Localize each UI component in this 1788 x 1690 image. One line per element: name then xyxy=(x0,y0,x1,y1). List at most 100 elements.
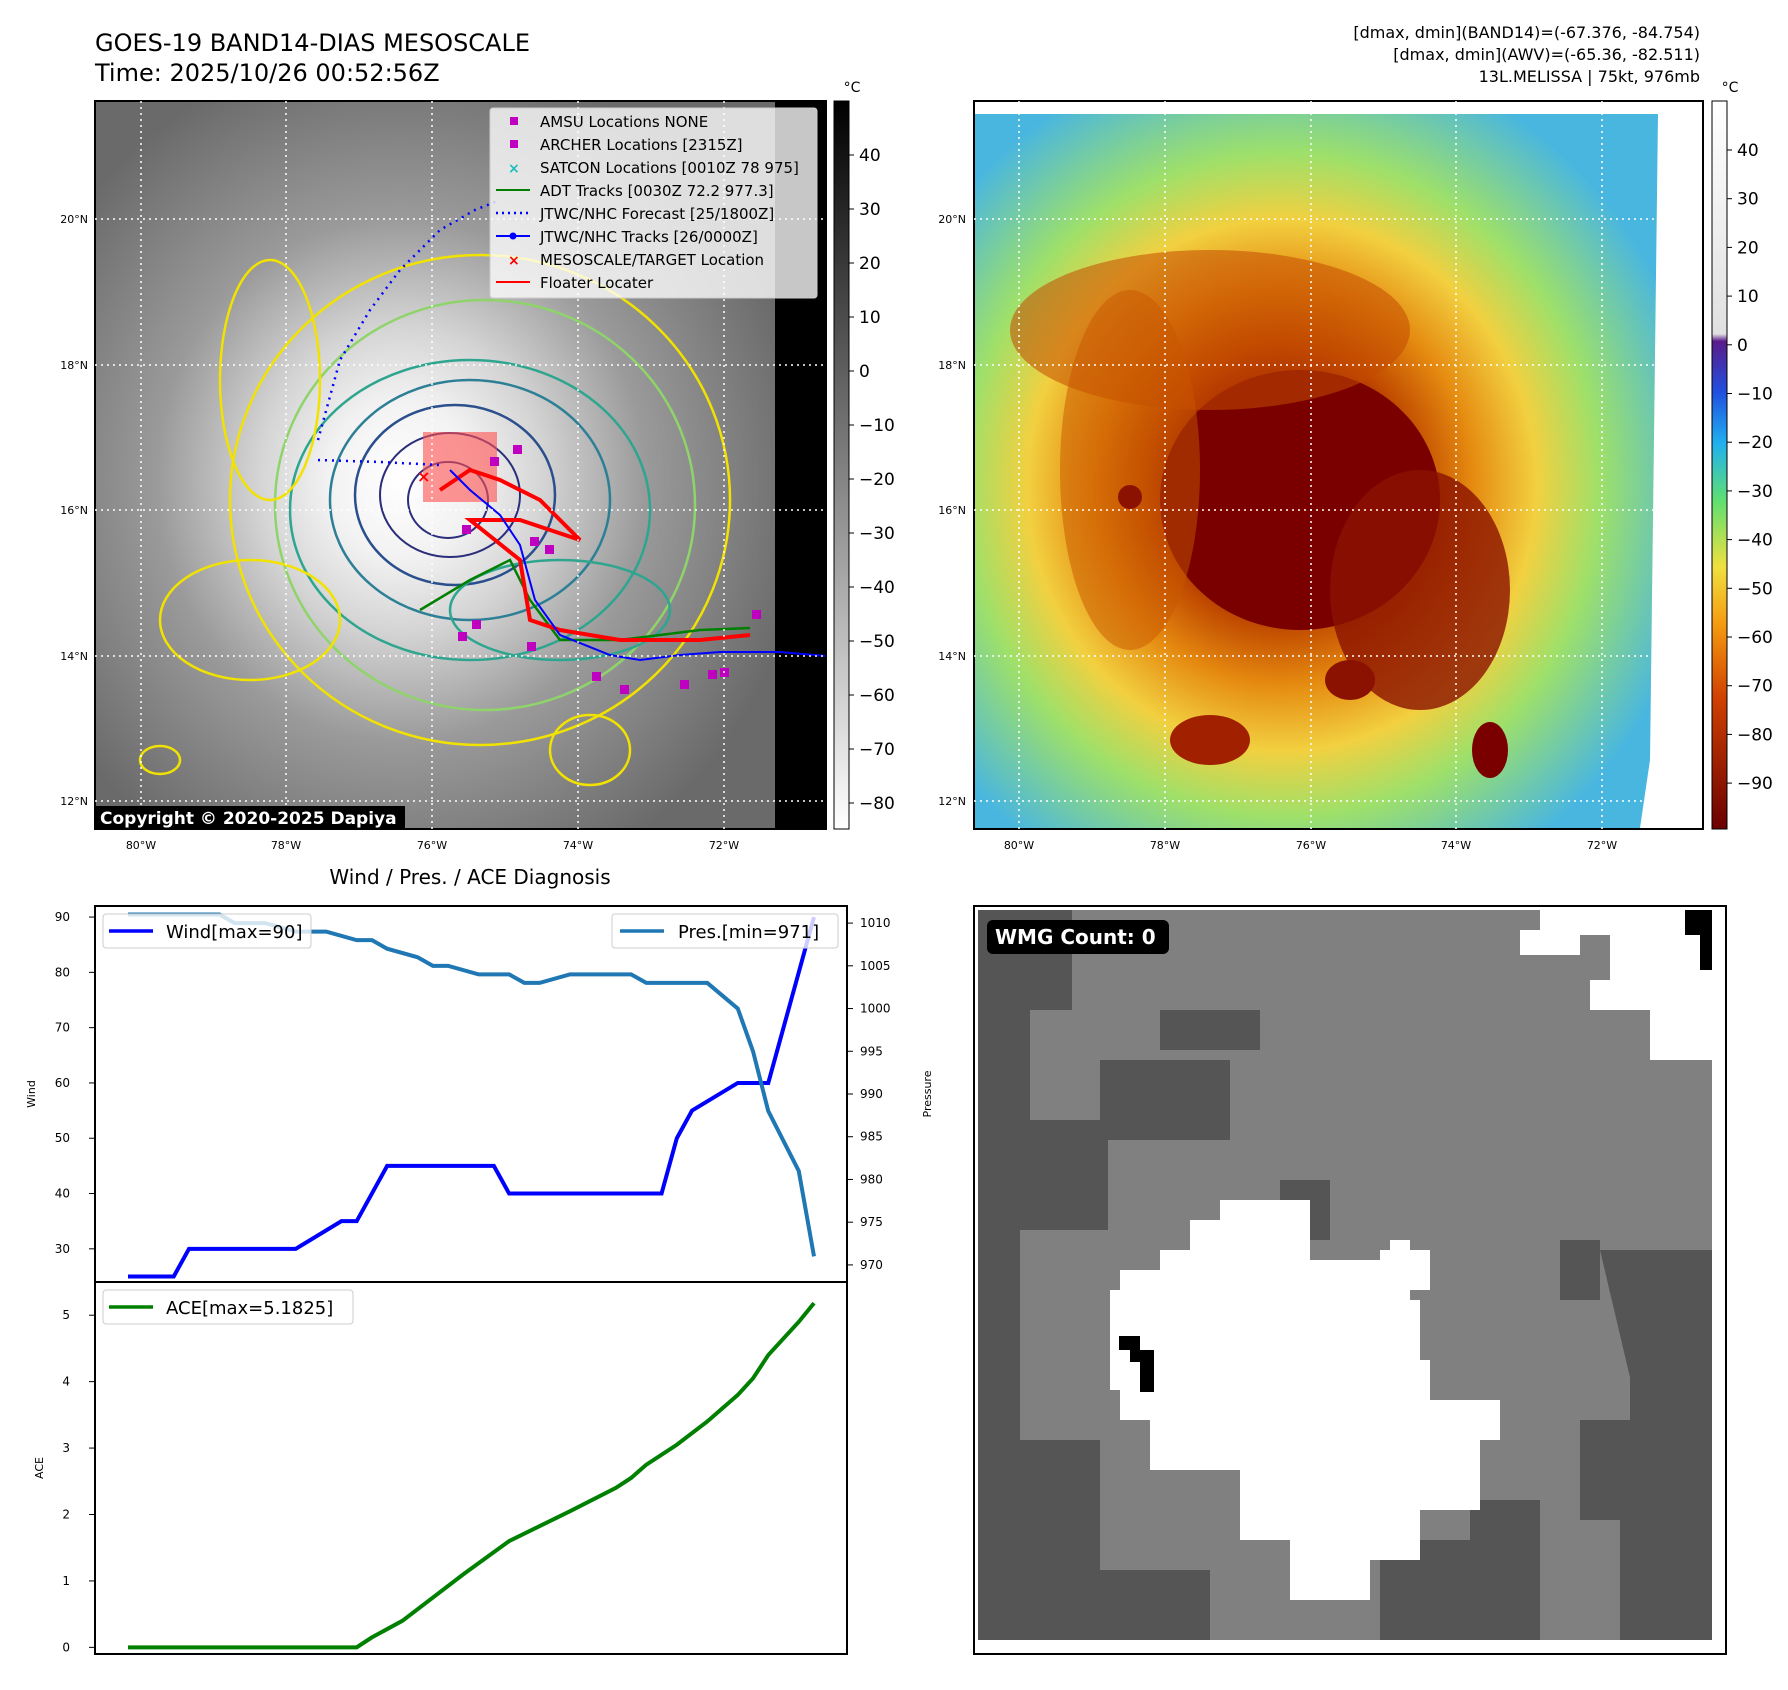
colorbar-gray-label-8: −40 xyxy=(859,578,895,598)
colorbar-color-label-0: 40 xyxy=(1737,141,1759,161)
main-title: GOES-19 BAND14-DIAS MESOSCALE xyxy=(95,29,530,57)
wmg-count: WMG Count: 0 xyxy=(995,925,1156,949)
colorbar-gray: °C 40 30 20 10 0 −10 −20 −30 −40 −50 −60 −70 −80 xyxy=(833,80,895,830)
wind-pressure-chart: Wind / Pres. / ACE Diagnosis 30 40 50 60 70 8… xyxy=(25,865,934,1283)
ace-axis-label: ACE xyxy=(33,1457,46,1479)
legend-archer: ARCHER Locations [2315Z] xyxy=(540,136,743,154)
legend-mesoscale: MESOSCALE/TARGET Location xyxy=(540,251,764,269)
windPlot-ytick-label-0: 30 xyxy=(55,1242,70,1256)
acePlot-ytick-label-0: 0 xyxy=(62,1640,70,1654)
colorbar-color-label-5: −10 xyxy=(1737,385,1773,405)
wind-legend: Wind[max=90] xyxy=(102,913,312,949)
storm-info: 13L.MELISSA | 75kt, 976mb xyxy=(1479,67,1700,86)
lat-label-20: 20°N xyxy=(60,213,88,226)
colorbar-gray-label-12: −80 xyxy=(859,794,895,814)
svg-text:×: × xyxy=(508,161,520,177)
colorbar-gray-unit: °C xyxy=(844,80,861,96)
lat-label-r-16: 16°N xyxy=(938,504,966,517)
pressure-axis-label: Pressure xyxy=(921,1070,934,1117)
windPlot-ytick-label-1: 40 xyxy=(55,1187,70,1201)
lon-label-74: 74°W xyxy=(563,839,593,852)
lon-label-r-72: 72°W xyxy=(1587,839,1617,852)
chart-title: Wind / Pres. / ACE Diagnosis xyxy=(329,865,610,889)
forecast-track xyxy=(316,198,501,441)
floater-locater xyxy=(438,467,751,642)
colorbar-color-unit: °C xyxy=(1722,80,1739,96)
lat-label-r-18: 18°N xyxy=(938,359,966,372)
windPlot-rtick-label-1: 975 xyxy=(860,1215,883,1229)
dmax-awv: [dmax, dmin](AWV)=(-65.36, -82.511) xyxy=(1393,45,1700,64)
gridlines-right xyxy=(974,101,1703,829)
lon-label-78: 78°W xyxy=(271,839,301,852)
colorbar-color-label-4: 0 xyxy=(1737,336,1748,356)
lat-label-r-20: 20°N xyxy=(938,213,966,226)
colorbar-gray-label-5: −10 xyxy=(859,416,895,436)
legend-forecast: JTWC/NHC Forecast [25/1800Z] xyxy=(539,205,774,223)
windPlot-rtick-label-3: 985 xyxy=(860,1130,883,1144)
windPlot-rtick-label-0: 970 xyxy=(860,1258,883,1272)
windPlot-ytick-label-6: 90 xyxy=(55,910,70,924)
dmax-band14: [dmax, dmin](BAND14)=(-67.376, -84.754) xyxy=(1353,23,1700,42)
colorbar-color-label-7: −30 xyxy=(1737,482,1773,502)
colorbar-gray-label-3: 10 xyxy=(859,308,881,328)
ace-legend: ACE[max=5.1825] xyxy=(102,1289,354,1325)
colorbar-gray-label-7: −30 xyxy=(859,524,895,544)
colorbar-color-label-1: 30 xyxy=(1737,190,1759,210)
lon-label-r-74: 74°W xyxy=(1441,839,1471,852)
windPlot-rtick-label-8: 1010 xyxy=(860,916,891,930)
colorbar-gray-label-10: −60 xyxy=(859,686,895,706)
colorbar-color-label-10: −60 xyxy=(1737,628,1773,648)
windPlot-rtick-label-6: 1000 xyxy=(860,1002,891,1016)
lat-label-14: 14°N xyxy=(60,650,88,663)
acePlot-ytick-label-1: 1 xyxy=(62,1574,70,1588)
colorbar-color-label-11: −70 xyxy=(1737,677,1773,697)
acePlot-ytick-label-3: 3 xyxy=(62,1441,70,1455)
colorbar-color-label-3: 10 xyxy=(1737,287,1759,307)
acePlot-ytick-label-2: 2 xyxy=(62,1508,70,1522)
wind-axis-label: Wind xyxy=(25,1080,38,1108)
mesoscale-target-box xyxy=(423,432,497,502)
windPlot-rtick-label-4: 990 xyxy=(860,1087,883,1101)
lon-label-76: 76°W xyxy=(417,839,447,852)
colorbar-color-label-2: 20 xyxy=(1737,238,1759,258)
windPlot-ytick-label-2: 50 xyxy=(55,1131,70,1145)
lon-label-72: 72°W xyxy=(709,839,739,852)
timestamp: Time: 2025/10/26 00:52:56Z xyxy=(94,59,440,87)
colorbar-gray-label-0: 40 xyxy=(859,146,881,166)
copyright-box xyxy=(96,806,405,829)
adt-track xyxy=(419,558,751,642)
colorbar-gray-label-4: 0 xyxy=(859,362,870,382)
lon-label-80: 80°W xyxy=(126,839,156,852)
lon-label-r-78: 78°W xyxy=(1150,839,1180,852)
lon-label-r-76: 76°W xyxy=(1296,839,1326,852)
pressure-legend-label: Pres.[min=971] xyxy=(678,922,819,943)
colorbar-color-label-13: −90 xyxy=(1737,774,1773,794)
colorbar-color-label-12: −80 xyxy=(1737,725,1773,745)
windPlot-ytick-label-3: 60 xyxy=(55,1076,70,1090)
ir-gray-map: × 20°N 18°N 16°N 14°N 12°N 80°W 78°W 76°… xyxy=(60,100,827,852)
wmg-panel: WMG Count: 0 xyxy=(973,905,1727,1655)
mesoscale-target-marker: × xyxy=(417,467,430,486)
svg-text:×: × xyxy=(508,253,520,269)
legend-floater: Floater Locater xyxy=(540,274,654,292)
acePlot-ytick-label-4: 4 xyxy=(62,1375,70,1389)
colorbar-gray-label-9: −50 xyxy=(859,632,895,652)
colorbar-color-label-6: −20 xyxy=(1737,433,1773,453)
lat-label-12: 12°N xyxy=(60,795,88,808)
acePlot-ytick-label-5: 5 xyxy=(62,1308,70,1322)
ace-legend-label: ACE[max=5.1825] xyxy=(166,1298,333,1319)
windPlot-rtick-label-7: 1005 xyxy=(860,959,891,973)
lat-label-r-12: 12°N xyxy=(938,795,966,808)
windPlot-series-0 xyxy=(128,916,816,1279)
ace-chart: 0 1 2 3 4 5 ACE ACE[max=5.1825] xyxy=(33,1281,848,1655)
acePlot-series-0 xyxy=(128,1301,816,1650)
ir-color-map: 20°N 18°N 16°N 14°N 12°N 80°W 78°W 76°W … xyxy=(938,100,1704,852)
windPlot-ytick-label-4: 70 xyxy=(55,1021,70,1035)
colorbar-gray-label-1: 30 xyxy=(859,200,881,220)
colorbar-color-label-9: −50 xyxy=(1737,579,1773,599)
pressure-legend: Pres.[min=971] xyxy=(611,913,839,949)
lat-label-16: 16°N xyxy=(60,504,88,517)
legend-adt: ADT Tracks [0030Z 72.2 977.3] xyxy=(540,182,774,200)
best-track xyxy=(449,469,826,662)
